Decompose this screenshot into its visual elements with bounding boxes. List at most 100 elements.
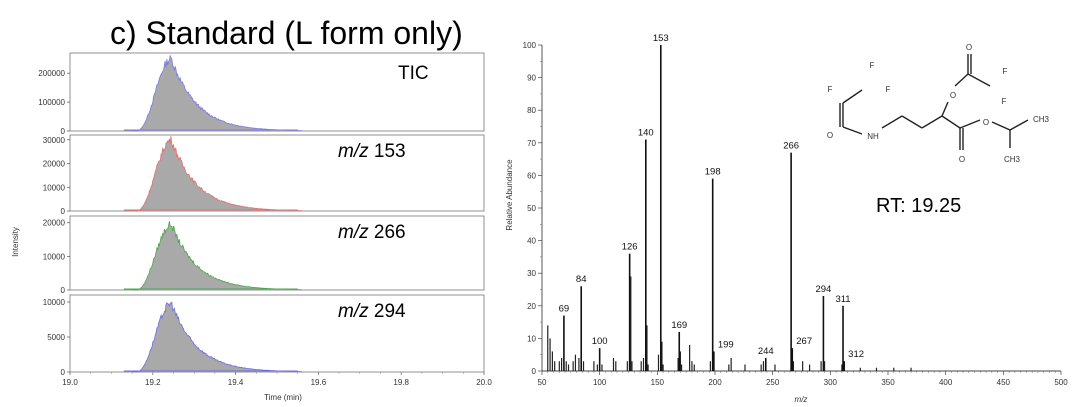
bond <box>842 126 863 135</box>
bond <box>842 89 863 104</box>
atom-label: O <box>959 155 965 164</box>
peak-label-84: 84 <box>576 274 587 285</box>
peak-label-153: 153 <box>653 33 669 44</box>
panel-frame <box>69 215 485 291</box>
x-tick-label: 19.4 <box>228 378 244 387</box>
trace-label: m/z 266 <box>338 222 406 243</box>
bond <box>941 115 961 129</box>
bond <box>954 73 969 87</box>
atom-label: F <box>1003 67 1008 76</box>
y-tick-label: 5000 <box>47 333 65 342</box>
panel-title: c) Standard (L form only) <box>110 15 463 51</box>
bond <box>991 121 1011 131</box>
peak-label-169: 169 <box>671 320 687 331</box>
x-tick-label: 200 <box>708 378 722 387</box>
y-tick-label: 20000 <box>43 160 66 169</box>
y-tick-label: 70 <box>527 139 536 148</box>
y-tick-label: 20000 <box>43 219 66 228</box>
y-tick-label: 90 <box>527 74 536 83</box>
panel-frame <box>69 52 485 132</box>
chromatogram-panel: 0 10000 20000 m/z 266 <box>43 215 485 295</box>
y-tick-label: 10000 <box>43 252 66 261</box>
y-tick-label: 200000 <box>38 69 65 78</box>
retention-time: RT: 19.25 <box>876 195 961 217</box>
peak-area <box>132 136 302 211</box>
trace-label: m/z 153 <box>338 141 406 162</box>
y-tick-label: 10000 <box>43 183 66 192</box>
chromatogram-panel: 0 100000 200000 TIC <box>38 52 485 136</box>
y-tick-label: 10 <box>527 334 536 343</box>
atom-label: O <box>950 91 956 100</box>
trace-label: m/z 294 <box>338 301 406 322</box>
chromatogram-ylabel: Intensity <box>11 227 20 257</box>
y-tick-label: 80 <box>527 106 536 115</box>
y-tick-label: 0 <box>61 368 66 377</box>
bond <box>959 119 981 129</box>
chromatogram-panel: 0 5000 10000 m/z 294 <box>43 294 485 377</box>
peak-label-312: 312 <box>848 349 864 360</box>
x-tick-label: 400 <box>939 378 953 387</box>
trace-label: TIC <box>398 63 429 84</box>
peak-label-140: 140 <box>638 128 654 139</box>
x-tick-label: 250 <box>766 378 780 387</box>
peak-label-69: 69 <box>559 304 570 315</box>
bond <box>967 73 991 87</box>
x-tick-label: 19.8 <box>393 378 409 387</box>
x-tick-label: 100 <box>593 378 607 387</box>
y-tick-label: 100 <box>523 41 537 50</box>
y-tick-label: 20 <box>527 302 536 311</box>
x-tick-label: 450 <box>997 378 1011 387</box>
x-tick-label: 300 <box>824 378 838 387</box>
x-tick-label: 20.0 <box>476 378 492 387</box>
atom-label: F <box>886 85 891 94</box>
spectrum-ylabel: Relative Abundance <box>505 159 514 231</box>
atom-label: CH3 <box>1033 115 1050 124</box>
y-tick-label: 40 <box>527 237 536 246</box>
y-tick-label: 0 <box>61 286 66 295</box>
spectrum-xlabel: m/z <box>795 395 808 404</box>
atom-label: CH3 <box>1004 155 1021 164</box>
peak-area <box>132 221 302 290</box>
bond <box>901 115 923 129</box>
peak-label-198: 198 <box>705 167 721 178</box>
y-tick-label: 50 <box>527 204 536 213</box>
chromatogram-panel: 0 10000 20000 30000 m/z 153 <box>43 134 485 216</box>
y-tick-label: 30000 <box>43 136 66 145</box>
bond <box>1009 119 1029 131</box>
peak-label-267: 267 <box>796 336 812 347</box>
peak-label-266: 266 <box>783 141 799 152</box>
y-tick-label: 0 <box>532 367 537 376</box>
x-tick-label: 19.0 <box>62 378 78 387</box>
peak-label-199: 199 <box>718 339 734 350</box>
atom-label: F <box>828 85 833 94</box>
atom-label: F <box>870 61 875 70</box>
atom-label: F <box>1002 97 1007 106</box>
peak-label-100: 100 <box>592 336 608 347</box>
peak-label-311: 311 <box>835 294 850 305</box>
x-tick-label: 350 <box>881 378 895 387</box>
chromatogram-xlabel: Time (min) <box>264 393 302 402</box>
bond <box>921 115 943 129</box>
x-tick-label: 19.6 <box>311 378 327 387</box>
y-tick-label: 0 <box>61 127 66 136</box>
bond <box>881 115 903 129</box>
atom-label: NH <box>867 132 879 141</box>
panel-frame <box>69 294 485 373</box>
atom-label: O <box>827 131 833 140</box>
atom-label: O <box>966 43 972 52</box>
y-tick-label: 60 <box>527 171 536 180</box>
bond <box>941 101 949 117</box>
y-tick-label: 30 <box>527 269 536 278</box>
mass-spectrum: 0 10 20 30 40 50 60 70 80 90 100 50 100 150 200 250 300 3… <box>523 33 1069 387</box>
x-tick-label: 19.2 <box>145 378 161 387</box>
peak-label-126: 126 <box>622 242 638 253</box>
peak-label-244: 244 <box>758 346 774 357</box>
structure-atoms: F F F O NH O O F F O O CH3 CH3 <box>827 43 1050 164</box>
y-tick-label: 0 <box>61 207 66 216</box>
peak-area <box>132 302 302 372</box>
x-tick-label: 150 <box>651 378 665 387</box>
y-tick-label: 10000 <box>43 298 66 307</box>
peak-label-294: 294 <box>815 284 831 295</box>
